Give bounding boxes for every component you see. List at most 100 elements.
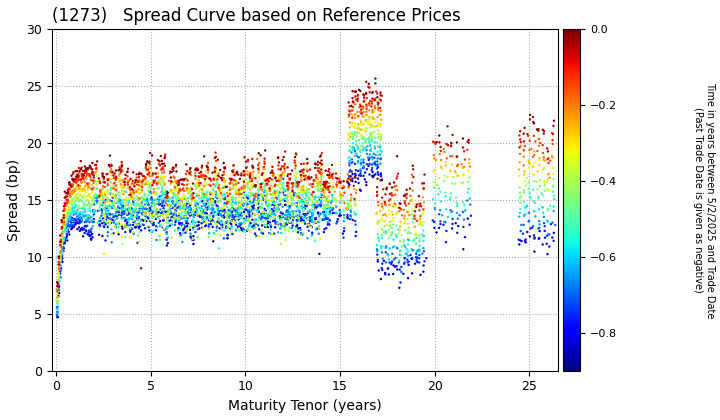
Point [58, 221, 70, 228]
Point [537, 150, 549, 156]
Point [253, 170, 265, 176]
Point [116, 162, 127, 168]
Point [294, 186, 305, 193]
Point [68, 178, 80, 185]
Point [156, 200, 168, 207]
Point [233, 171, 244, 178]
Point [414, 202, 426, 209]
Point [140, 198, 151, 205]
Point [86, 168, 98, 175]
Point [299, 205, 310, 212]
Point [253, 208, 265, 215]
Point [159, 163, 171, 169]
Point [335, 194, 346, 201]
Point [243, 184, 255, 191]
Point [196, 220, 207, 227]
Point [207, 197, 218, 204]
Point [233, 223, 244, 230]
Point [60, 215, 71, 221]
Point [71, 190, 83, 197]
Point [386, 208, 397, 215]
Point [107, 172, 118, 178]
Point [132, 188, 143, 194]
Point [253, 167, 265, 173]
Point [279, 163, 290, 170]
Point [126, 205, 138, 212]
Point [418, 185, 430, 192]
Point [77, 168, 89, 174]
Point [82, 231, 94, 237]
Point [303, 194, 315, 201]
Point [135, 265, 147, 272]
Point [307, 194, 319, 201]
Point [269, 224, 281, 231]
Point [265, 226, 276, 233]
Point [451, 153, 463, 160]
Point [111, 175, 122, 181]
Point [197, 213, 208, 220]
Point [66, 196, 77, 203]
Point [463, 160, 474, 167]
Point [249, 206, 261, 213]
Point [234, 208, 246, 215]
Point [237, 199, 248, 205]
Point [106, 161, 117, 168]
Point [102, 212, 114, 218]
Point [207, 210, 219, 217]
Point [542, 218, 554, 225]
Point [246, 176, 258, 182]
Point [251, 192, 262, 199]
Point [300, 176, 312, 182]
Point [117, 187, 128, 194]
Point [288, 208, 300, 215]
Point [376, 243, 387, 250]
Point [289, 190, 301, 197]
Point [414, 242, 426, 249]
Point [188, 190, 199, 197]
Point [153, 173, 164, 180]
Point [548, 237, 559, 244]
Point [204, 225, 215, 231]
Point [148, 178, 159, 184]
Point [366, 134, 378, 141]
Point [346, 194, 357, 201]
Point [154, 232, 166, 239]
Point [236, 186, 248, 192]
Point [109, 194, 121, 201]
Point [371, 241, 382, 248]
Point [344, 216, 356, 223]
Point [171, 216, 182, 223]
Point [73, 172, 84, 179]
Point [372, 257, 384, 263]
Point [303, 227, 315, 234]
Point [96, 195, 108, 202]
Point [169, 178, 181, 185]
Point [349, 89, 361, 95]
Point [157, 165, 168, 171]
Point [79, 206, 91, 213]
Point [109, 223, 121, 230]
Point [187, 224, 199, 231]
Point [397, 239, 409, 245]
Point [241, 211, 253, 218]
Point [287, 202, 299, 208]
Point [71, 194, 83, 201]
Point [249, 193, 261, 200]
Point [196, 174, 207, 181]
Point [359, 176, 371, 183]
Point [191, 211, 202, 218]
Point [219, 207, 230, 213]
Point [292, 222, 303, 228]
Point [180, 196, 192, 202]
Point [172, 195, 184, 202]
Point [244, 173, 256, 179]
Point [204, 215, 215, 222]
Point [324, 173, 336, 180]
Point [150, 208, 162, 215]
Point [243, 211, 255, 218]
Point [84, 233, 95, 239]
Point [215, 189, 227, 195]
Point [107, 172, 119, 179]
Point [178, 206, 189, 213]
Point [305, 223, 317, 230]
